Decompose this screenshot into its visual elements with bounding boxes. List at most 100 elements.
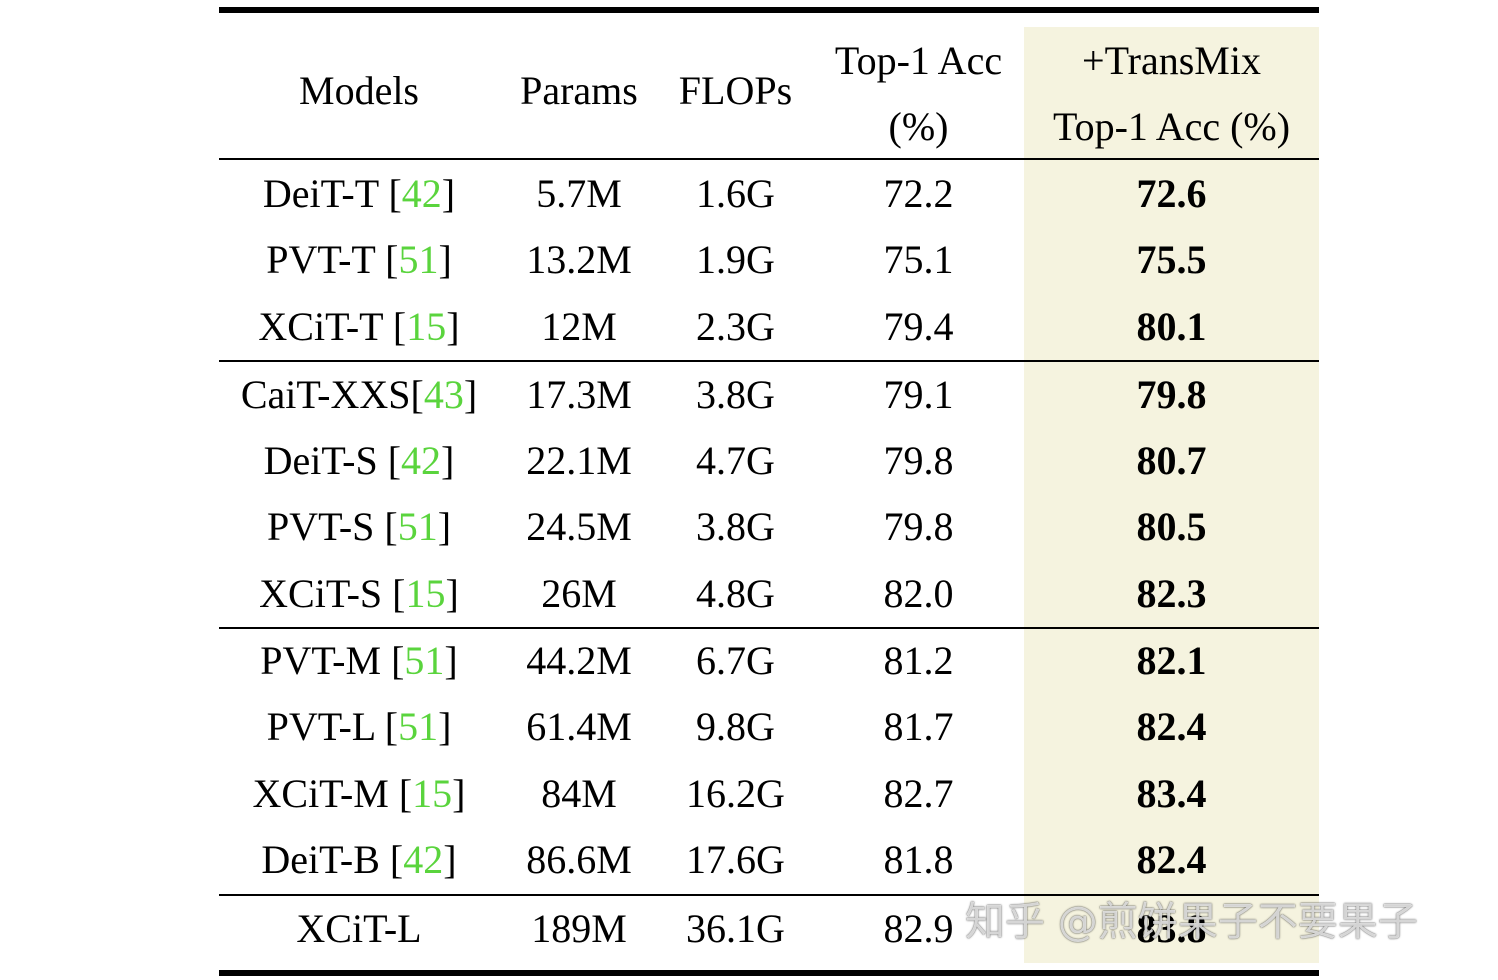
citation-link[interactable]: 51	[398, 704, 439, 749]
top1-cell: 82.0	[883, 571, 954, 616]
model-name: DeiT-B	[261, 837, 380, 882]
citation-close: ]	[443, 837, 457, 882]
citation-open: [	[379, 837, 404, 882]
header-flops: FLOPs	[678, 68, 793, 113]
citation-open: [	[381, 638, 405, 683]
params-cell: 13.2M	[526, 237, 632, 282]
transmix-cell: 83.4	[1136, 771, 1207, 816]
citation-open: [	[410, 372, 424, 417]
transmix-cell: 80.5	[1136, 504, 1207, 549]
transmix-cell: 79.8	[1136, 372, 1207, 417]
citation-open: [	[382, 571, 406, 616]
transmix-cell: 82.4	[1136, 837, 1207, 882]
params-cell: 86.6M	[526, 837, 632, 882]
model-name: CaiT-XXS	[240, 372, 411, 417]
transmix-cell: 80.7	[1136, 438, 1207, 483]
citation-close: ]	[437, 504, 452, 549]
citation-close: ]	[438, 704, 452, 749]
flops-cell: 9.8G	[696, 704, 775, 749]
model-cell: PVT-M [51]	[219, 641, 499, 681]
citation-close: ]	[438, 237, 452, 282]
citation-close: ]	[444, 638, 458, 683]
params-cell: 24.5M	[526, 504, 632, 549]
model-cell: XCiT-L	[219, 909, 499, 949]
params-cell: 26M	[541, 571, 617, 616]
citation-close: ]	[463, 372, 478, 417]
params-cell: 12M	[541, 304, 617, 349]
citation-close: ]	[441, 438, 455, 483]
model-name: PVT-T	[266, 237, 376, 282]
watermark: 知乎 @煎饼果子不要果子	[965, 899, 1418, 945]
flops-cell: 17.6G	[686, 837, 785, 882]
transmix-cell: 82.3	[1136, 571, 1207, 616]
model-name: XCiT-L	[296, 906, 422, 951]
top1-cell: 81.8	[883, 837, 954, 882]
transmix-cell: 82.1	[1136, 638, 1207, 683]
params-cell: 17.3M	[526, 372, 632, 417]
flops-cell: 1.9G	[696, 237, 775, 282]
top1-cell: 72.2	[883, 171, 954, 216]
top-rule	[219, 7, 1319, 13]
flops-cell: 1.6G	[696, 171, 775, 216]
flops-cell: 4.8G	[696, 571, 775, 616]
citation-link[interactable]: 15	[412, 771, 453, 816]
citation-link[interactable]: 42	[401, 171, 442, 216]
top1-cell: 79.4	[883, 304, 954, 349]
citation-link[interactable]: 51	[397, 504, 438, 549]
citation-open: [	[375, 237, 399, 282]
citation-link[interactable]: 42	[403, 837, 444, 882]
citation-link[interactable]: 42	[401, 438, 442, 483]
params-cell: 61.4M	[526, 704, 632, 749]
citation-open: [	[382, 304, 407, 349]
flops-cell: 3.8G	[696, 372, 775, 417]
model-name: XCiT-M	[252, 771, 389, 816]
header-top1-line2: (%)	[888, 104, 949, 149]
model-name: PVT-M	[260, 638, 382, 683]
citation-open: [	[374, 504, 398, 549]
citation-link[interactable]: 43	[423, 372, 464, 417]
params-cell: 189M	[531, 906, 627, 951]
citation-link[interactable]: 51	[398, 237, 439, 282]
top1-cell: 81.7	[883, 704, 954, 749]
header-models: Models	[299, 68, 419, 113]
model-cell: CaiT-XXS[43]	[219, 375, 499, 415]
citation-link[interactable]: 15	[405, 571, 446, 616]
header-top1-line1: Top-1 Acc	[834, 38, 1003, 83]
model-cell: PVT-S [51]	[219, 507, 499, 547]
top1-cell: 82.7	[883, 771, 954, 816]
params-cell: 22.1M	[526, 438, 632, 483]
top1-cell: 81.2	[883, 638, 954, 683]
flops-cell: 36.1G	[686, 906, 785, 951]
model-name: DeiT-S	[263, 438, 378, 483]
citation-open: [	[377, 438, 402, 483]
citation-open: [	[378, 171, 402, 216]
flops-cell: 4.7G	[696, 438, 775, 483]
transmix-cell: 83.8	[1136, 906, 1207, 951]
top1-cell: 79.8	[883, 504, 954, 549]
flops-cell: 2.3G	[696, 304, 775, 349]
citation-close: ]	[452, 771, 466, 816]
model-cell: PVT-T [51]	[219, 240, 499, 280]
header-rule	[219, 158, 1319, 160]
citation-open: [	[374, 704, 399, 749]
model-name: PVT-L	[266, 704, 375, 749]
params-cell: 44.2M	[526, 638, 632, 683]
model-name: DeiT-T	[262, 171, 379, 216]
citation-open: [	[388, 771, 413, 816]
citation-close: ]	[446, 304, 460, 349]
citation-link[interactable]: 51	[404, 638, 445, 683]
group-rule-2	[219, 627, 1319, 629]
group-rule-1	[219, 360, 1319, 362]
model-name: XCiT-T	[258, 304, 383, 349]
top1-cell: 79.8	[883, 438, 954, 483]
model-cell: XCiT-T [15]	[219, 307, 499, 347]
model-cell: XCiT-M [15]	[219, 774, 499, 814]
citation-link[interactable]: 15	[406, 304, 447, 349]
header-transmix-line1: +TransMix	[1082, 38, 1261, 83]
params-cell: 84M	[541, 771, 617, 816]
flops-cell: 16.2G	[686, 771, 785, 816]
top1-cell: 75.1	[883, 237, 954, 282]
model-name: PVT-S	[266, 504, 375, 549]
transmix-cell: 75.5	[1136, 237, 1207, 282]
